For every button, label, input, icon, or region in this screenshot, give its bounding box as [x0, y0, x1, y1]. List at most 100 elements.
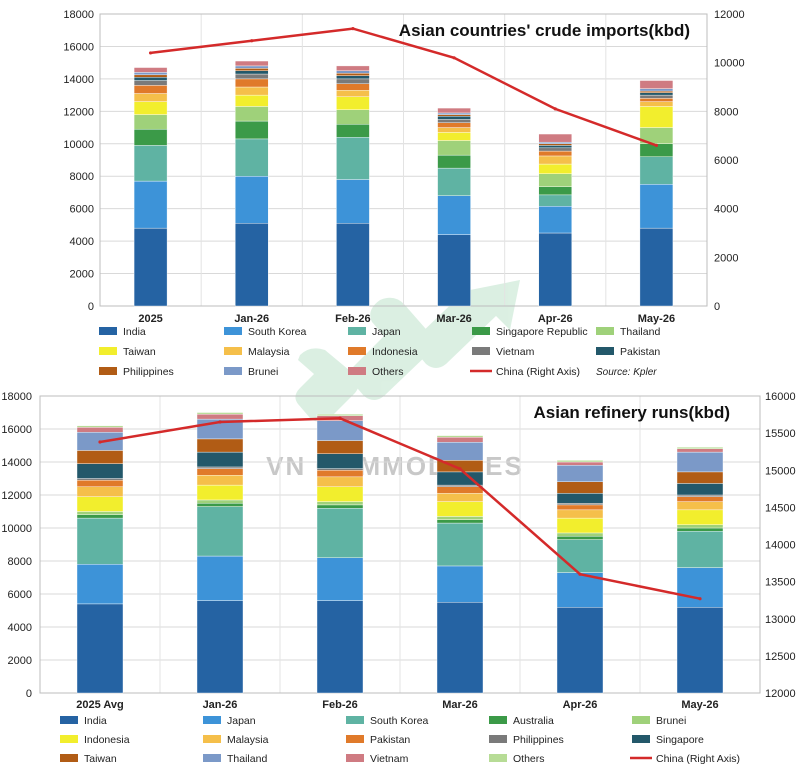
bar-segment-others — [76, 425, 124, 428]
legend-swatch — [632, 716, 650, 724]
bar-segment-pakistan — [76, 479, 124, 487]
bar-segment-vietnam — [436, 437, 484, 443]
bar-segment-south-korea — [76, 517, 124, 565]
line-point — [338, 416, 342, 420]
bar-segment-taiwan — [235, 94, 269, 107]
legend-swatch — [489, 735, 507, 743]
x-tick-label: 2025 — [138, 313, 162, 325]
bar-segment-pakistan — [538, 145, 572, 149]
bar-segment-thailand — [437, 140, 471, 156]
bar-segment-south-korea — [639, 184, 674, 229]
bar-segment-taiwan — [76, 450, 124, 464]
bar-segment-japan — [676, 567, 724, 608]
bar-segment-others — [437, 107, 471, 114]
y-tick-label: 0 — [88, 301, 94, 313]
y-tick-label: 4000 — [8, 622, 32, 634]
gridlines — [99, 13, 708, 307]
bar-segment-philippines — [76, 478, 124, 481]
y2-tick-label: 12000 — [765, 688, 796, 700]
bar-segment-others — [639, 80, 674, 89]
y-tick-label: 2000 — [70, 269, 94, 281]
bar-segment-australia — [76, 514, 124, 519]
legend-label: Singapore — [656, 734, 704, 746]
bar-segment-south-korea — [336, 179, 370, 224]
bar-segment-singapore-republic — [437, 154, 471, 169]
bar-segment-south-korea — [437, 195, 471, 235]
bar-segment-india — [196, 600, 244, 694]
legend-label: Thailand — [620, 326, 660, 338]
legend-label: Pakistan — [370, 734, 410, 746]
line-point — [698, 597, 702, 601]
bar-segment-taiwan — [316, 440, 364, 454]
bar-segment-india — [133, 227, 168, 307]
bar-segment-brunei — [76, 511, 124, 515]
y2-tick-label: 6000 — [714, 155, 738, 167]
legend-label: Others — [372, 366, 404, 378]
legend-label: China (Right Axis) — [496, 366, 580, 378]
bar-segment-japan — [538, 194, 572, 207]
legend: India South Korea Japan Singapore Republic T… — [99, 326, 660, 378]
bar-segment-philippines — [316, 468, 364, 471]
bar-segment-south-korea — [196, 506, 244, 557]
line-point — [458, 467, 462, 471]
y-tick-label: 14000 — [1, 457, 32, 469]
bar-segment-brunei — [556, 532, 604, 537]
y2-tick-label: 2000 — [714, 252, 738, 264]
line-point — [351, 27, 355, 31]
bar-segment-south-korea — [235, 176, 269, 224]
x-tick-label: May-26 — [681, 699, 718, 711]
bar-segment-indonesia — [196, 484, 244, 501]
bar-segment-indonesia — [639, 98, 674, 102]
plot-frame — [99, 13, 708, 307]
bar-segment-japan — [133, 145, 168, 182]
bar-segment-singapore-republic — [336, 124, 370, 138]
legend-label: Indonesia — [372, 346, 418, 358]
bar-segment-pakistan — [556, 504, 604, 511]
bar-segment-indonesia — [76, 496, 124, 512]
legend-label: Indonesia — [84, 734, 130, 746]
bar-segment-philippines — [676, 494, 724, 497]
bar-segment-south-korea — [556, 539, 604, 573]
y2-tick-label: 12500 — [765, 651, 796, 663]
x-tick-label: Mar-26 — [436, 313, 471, 325]
bar-segment-indonesia — [235, 78, 269, 88]
bar-segment-japan — [196, 555, 244, 601]
bar-segment-brunei — [235, 65, 269, 69]
legend-label: Taiwan — [123, 346, 156, 358]
legend-label: Singapore Republic — [496, 326, 588, 338]
bar-segment-malaysia — [437, 127, 471, 133]
line-point — [98, 440, 102, 444]
line-point — [553, 107, 557, 111]
legend-label: Vietnam — [370, 753, 409, 765]
bar-segment-indonesia — [436, 501, 484, 517]
bar-segment-vietnam — [538, 147, 572, 152]
bars — [76, 412, 724, 694]
legend-swatch — [346, 754, 364, 762]
bar-segment-india — [437, 234, 471, 307]
bar-segment-others — [336, 65, 370, 71]
bar-segment-south-korea — [316, 508, 364, 558]
y2-tick-label: 15500 — [765, 428, 796, 440]
legend-label: Taiwan — [84, 753, 117, 765]
bar-segment-india — [436, 602, 484, 694]
y2-tick-label: 12000 — [714, 9, 745, 21]
bar-segment-brunei — [538, 141, 572, 144]
bar-segment-philippines — [336, 73, 370, 76]
bar-segment-brunei — [133, 72, 168, 76]
bar-segment-japan — [437, 167, 471, 196]
x-tick-label: Apr-26 — [538, 313, 573, 325]
bar-segment-brunei — [676, 524, 724, 529]
legend-label: Japan — [227, 715, 256, 727]
y-tick-label: 14000 — [63, 74, 94, 86]
bars — [133, 60, 674, 307]
legend-swatch — [346, 716, 364, 724]
bar-segment-philippines — [235, 68, 269, 71]
legend-label: Philippines — [123, 366, 174, 378]
bar-segment-brunei — [196, 499, 244, 504]
y-tick-label: 10000 — [63, 139, 94, 151]
bar-segment-vietnam — [235, 73, 269, 80]
bar-segment-vietnam — [676, 448, 724, 453]
bar-segment-japan — [316, 557, 364, 601]
plot-frame — [39, 395, 761, 694]
